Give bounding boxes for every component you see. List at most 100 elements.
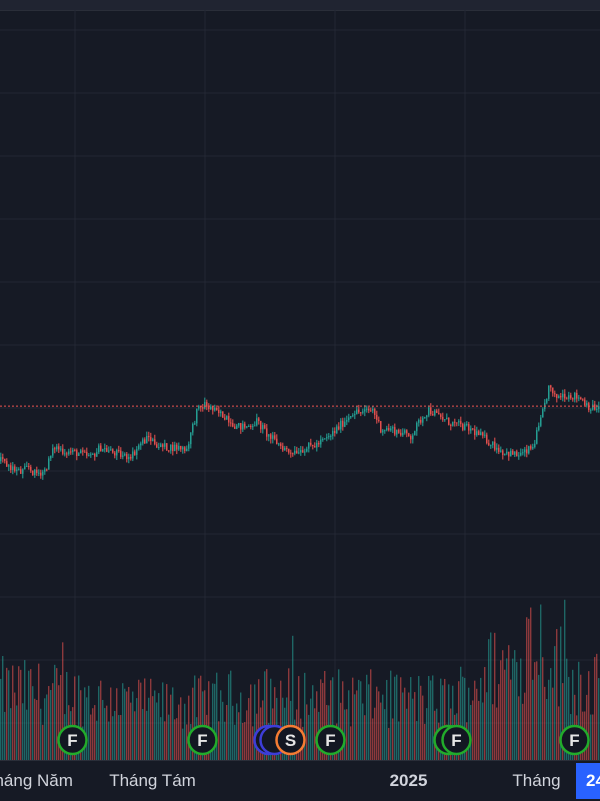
volume-bar <box>42 724 44 760</box>
volume-bar <box>460 666 462 760</box>
volume-bar <box>368 684 370 760</box>
volume-bar <box>546 699 548 760</box>
candle-body <box>268 434 270 437</box>
candle-body <box>408 433 410 437</box>
event-marker-financial[interactable]: F <box>559 724 590 756</box>
volume-bar <box>526 617 528 760</box>
volume-bar <box>266 669 268 760</box>
volume-bar <box>352 677 354 760</box>
volume-bar <box>348 690 350 760</box>
candle-body <box>348 417 350 421</box>
candle-body <box>464 424 466 430</box>
candle-body <box>316 443 318 448</box>
candle-body <box>88 454 90 456</box>
candle-body <box>26 466 28 468</box>
candle-body <box>550 385 552 388</box>
candle-body <box>322 439 324 441</box>
volume-bar <box>442 685 444 760</box>
volume-bar <box>78 675 80 760</box>
event-marker-split[interactable]: S <box>275 724 306 756</box>
volume-bar <box>8 670 10 760</box>
candle-body <box>320 439 322 445</box>
volume-bar <box>194 675 196 760</box>
volume-bar <box>198 678 200 760</box>
volume-bar <box>364 715 366 760</box>
volume-bar <box>152 696 154 760</box>
candle-body <box>264 425 266 429</box>
volume-bar <box>594 657 596 760</box>
volume-bar <box>44 698 46 760</box>
candle-body <box>34 469 36 475</box>
volume-bar <box>542 657 544 760</box>
volume-bar <box>560 626 562 760</box>
volume-bar <box>464 677 466 760</box>
candle-body <box>476 431 478 436</box>
candle-body <box>56 446 58 450</box>
volume-bar <box>176 718 178 760</box>
volume-bar <box>130 702 132 760</box>
candle-body <box>482 432 484 436</box>
event-marker-financial[interactable]: F <box>441 724 472 756</box>
time-axis-tick-label: Tháng Năm <box>0 771 73 790</box>
candle-body <box>176 444 178 450</box>
candle-body <box>414 431 416 436</box>
volume-bar <box>14 692 16 760</box>
volume-bar <box>432 675 434 760</box>
candle-body <box>418 419 420 423</box>
event-marker-financial[interactable]: F <box>57 724 88 756</box>
candle-body <box>156 444 158 448</box>
candle-body <box>218 409 220 414</box>
event-marker-circle <box>559 724 590 756</box>
volume-bar <box>428 676 430 760</box>
candles <box>0 384 600 480</box>
candle-body <box>168 450 170 452</box>
candle-body <box>534 443 536 448</box>
candle-body <box>396 429 398 435</box>
candle-body <box>76 450 78 456</box>
candle-body <box>214 407 216 411</box>
volume-bar <box>56 668 58 760</box>
time-axis[interactable]: Tháng 2025 Tháng Tám Tháng Năm 24 <box>0 760 600 801</box>
volume-bar <box>170 694 172 760</box>
volume-bar <box>554 646 556 760</box>
event-marker-circle <box>187 724 218 756</box>
event-marker-financial[interactable]: F <box>315 724 346 756</box>
top-toolbar-strip <box>0 0 600 11</box>
candle-body <box>346 420 348 422</box>
volume-bar <box>46 694 48 760</box>
volume-bar <box>60 674 62 760</box>
event-marker-financial[interactable]: F <box>187 724 218 756</box>
volume-bar <box>482 702 484 760</box>
event-marker-circle <box>315 724 346 756</box>
volume-bar <box>518 696 520 760</box>
volume-bar <box>246 710 248 760</box>
candle-body <box>510 450 512 457</box>
candle-body <box>146 435 148 444</box>
time-axis-tick-label: Tháng <box>512 771 561 790</box>
candle-body <box>474 429 476 436</box>
volume-bar <box>24 660 26 760</box>
volume-bar <box>242 722 244 760</box>
candle-body <box>578 397 580 399</box>
volume-bar <box>208 681 210 760</box>
candle-body <box>64 453 66 455</box>
candle-body <box>50 455 52 459</box>
candle-body <box>278 443 280 445</box>
event-marker-letter: F <box>569 731 579 750</box>
volume-bar <box>244 722 246 760</box>
volume-bar <box>440 678 442 760</box>
volume-bar <box>232 705 234 760</box>
volume-bar <box>392 718 394 760</box>
candle-body <box>58 446 60 450</box>
candle-body <box>246 426 248 428</box>
volume-bar <box>96 720 98 760</box>
candle-body <box>420 419 422 423</box>
candle-body <box>74 449 76 451</box>
candle-body <box>0 457 2 462</box>
volume-bar <box>48 686 50 760</box>
volume-bar <box>136 698 138 760</box>
candle-body <box>68 451 70 455</box>
volume-bar <box>164 721 166 760</box>
